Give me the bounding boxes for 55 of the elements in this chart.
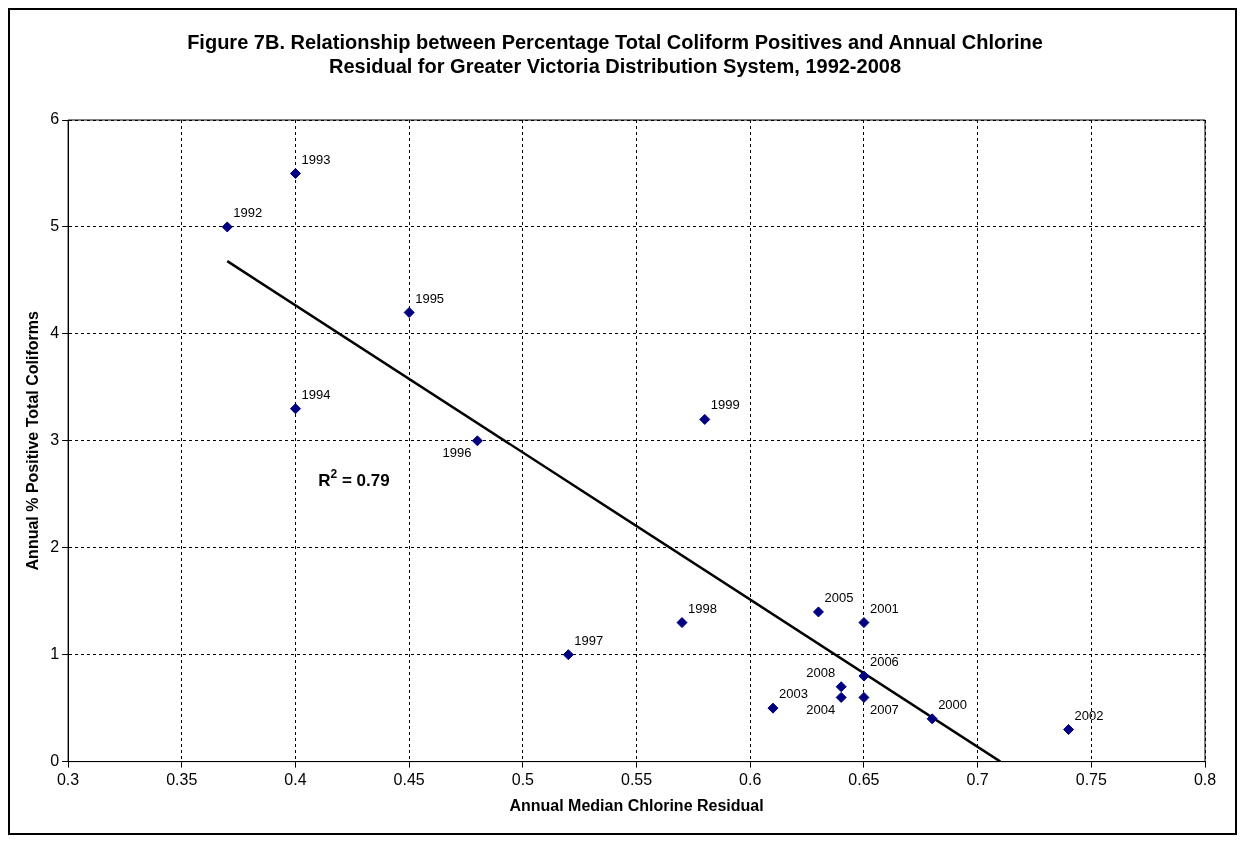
annotation: 2004: [806, 701, 836, 717]
annotation: 2001: [869, 600, 899, 616]
point: [676, 617, 688, 629]
point: [812, 606, 824, 618]
annotation: 1997: [574, 632, 604, 648]
annotation: 2008: [806, 664, 836, 680]
point: [835, 681, 847, 693]
point: [471, 435, 483, 447]
annotation: 2002: [1074, 707, 1104, 723]
point: [289, 403, 301, 415]
annotation: 1999: [710, 397, 740, 413]
point: [289, 167, 301, 179]
x-tick-label: 0.6: [739, 770, 762, 788]
point: [221, 221, 233, 233]
y-tick-label: 5: [50, 217, 60, 235]
x-tick-label: 0.8: [1193, 770, 1217, 788]
chart-title: Figure 7B. Relationship between Percentage Total Coliform Positives and Annual Chlorine Residual for Greater Victoria Distribution System, 1992-2008: [186, 30, 1044, 78]
point: [562, 649, 574, 661]
point: [835, 691, 847, 703]
x-tick-label: 0.75: [1075, 770, 1107, 788]
y-tick-label: 2: [50, 538, 60, 556]
x-tick-label: 0.55: [620, 770, 653, 788]
y-tick-label: 0: [50, 752, 60, 770]
y-tick-label: 3: [50, 431, 60, 449]
annotation: 1995: [415, 290, 445, 306]
annotation: 1996: [442, 444, 472, 460]
annotation: 2000: [938, 696, 968, 712]
x-tick-label: 0.35: [166, 770, 198, 788]
annotation: 1993: [301, 151, 331, 167]
y-axis-title: Annual % Positive Total Coliforms: [24, 311, 42, 571]
x-tick-label: 0.5: [511, 770, 535, 788]
annotation: 2007: [869, 701, 899, 717]
annotation: 2006: [869, 654, 899, 670]
annotation: 1992: [233, 205, 263, 221]
annotation: 1998: [688, 600, 717, 616]
y-tick-label: 6: [50, 110, 60, 128]
x-axis-title: Annual Median Chlorine Residual: [509, 796, 764, 814]
x-tick-label: 0.7: [966, 770, 989, 788]
point: [767, 702, 779, 714]
y-tick-label: 1: [50, 645, 60, 663]
x-tick-label: 0.65: [848, 770, 880, 788]
point: [858, 617, 870, 629]
annotation: 2005: [824, 589, 854, 605]
point: [403, 306, 415, 318]
x-tick-label: 0.4: [284, 770, 307, 788]
annotation: 1994: [301, 386, 331, 402]
point: [926, 713, 938, 725]
point: [699, 413, 711, 425]
point: [1063, 724, 1075, 736]
point: [858, 691, 870, 703]
point: [858, 670, 870, 682]
y-tick-label: 4: [50, 324, 60, 342]
annotation: 2003: [778, 686, 808, 702]
x-tick-label: 0.3: [56, 770, 80, 788]
x-tick-label: 0.45: [393, 770, 425, 788]
